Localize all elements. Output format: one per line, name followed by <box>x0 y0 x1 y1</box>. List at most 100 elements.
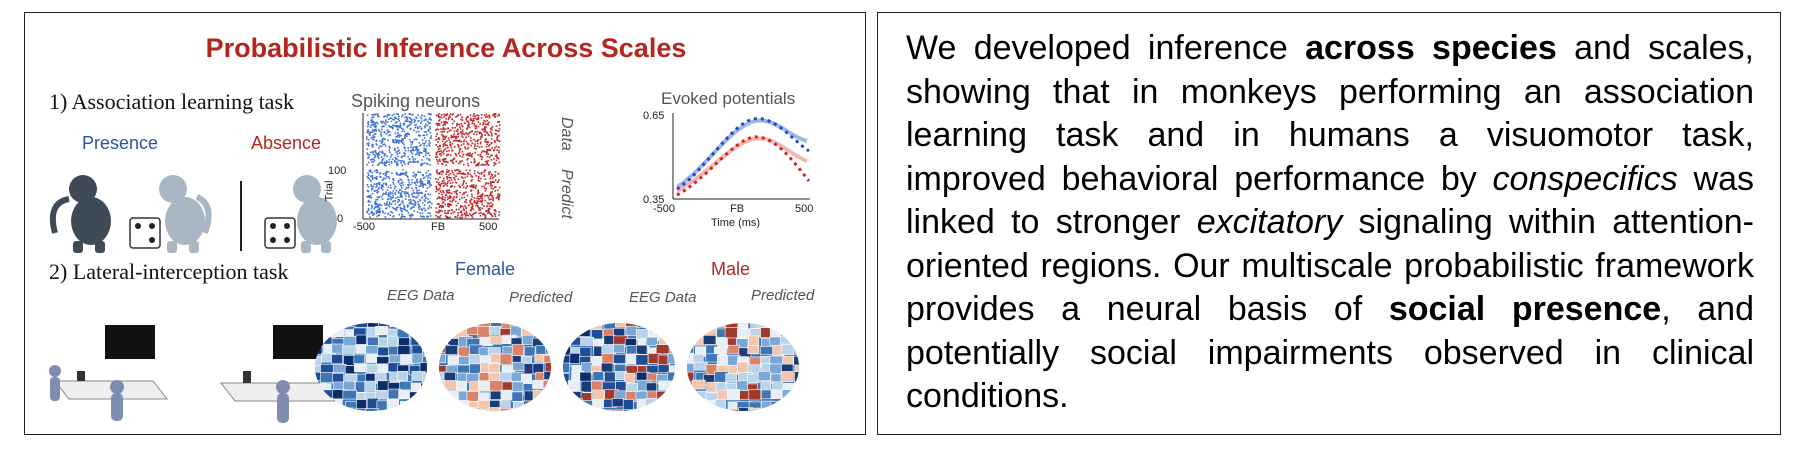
raster-spike <box>496 138 498 140</box>
raster-spike <box>496 195 499 197</box>
raster-spike <box>415 149 417 151</box>
raster-spike <box>486 202 489 204</box>
raster-spike <box>386 114 389 116</box>
raster-spike <box>493 140 496 142</box>
raster-spike <box>488 149 490 151</box>
raster-spike <box>488 202 490 205</box>
raster-spike <box>386 161 388 163</box>
raster-spike <box>382 178 384 181</box>
raster-spike <box>398 152 401 154</box>
raster-spike <box>378 152 380 154</box>
brain-parcel <box>439 326 450 337</box>
raster-spike <box>373 138 375 141</box>
raster-spike <box>415 161 417 163</box>
raster-spike <box>408 194 410 196</box>
brain-parcel <box>713 409 727 411</box>
brain-parcel <box>535 327 549 337</box>
raster-spike <box>413 129 415 132</box>
raster-spike <box>494 215 497 218</box>
brain-parcel <box>563 373 570 383</box>
raster-spike <box>439 183 442 186</box>
raster-spike <box>378 181 380 184</box>
raster-spike <box>410 208 412 210</box>
raster-spike <box>417 171 420 173</box>
raster-spike <box>475 175 477 177</box>
raster-spike <box>411 149 414 151</box>
raster-spike <box>448 179 451 182</box>
raster-spike <box>455 154 458 156</box>
raster-spike <box>394 193 397 195</box>
raster-spike <box>393 183 395 185</box>
raster-spike <box>389 214 391 216</box>
raster-spike <box>378 214 381 216</box>
brain-parcel <box>645 382 657 393</box>
raster-spike <box>398 125 400 127</box>
raster-spike <box>445 120 447 123</box>
raster-spike <box>410 202 413 205</box>
raster-spike <box>458 208 460 211</box>
brain-parcel <box>355 334 367 345</box>
raster-spike <box>387 175 390 178</box>
raster-spike <box>420 144 422 146</box>
raster-spike <box>411 179 413 181</box>
raster-spike <box>464 176 466 179</box>
raster-spike <box>495 125 498 127</box>
brain-parcel <box>420 382 427 395</box>
brain-parcel <box>727 344 740 354</box>
raster-spike <box>378 183 381 186</box>
raster-spike <box>377 153 379 155</box>
raster-spike <box>369 126 372 128</box>
raster-spike <box>426 152 429 155</box>
raster-spike <box>389 151 391 154</box>
raster-spike <box>375 186 377 188</box>
raster-spike <box>408 184 410 187</box>
monkeys-illustration <box>49 175 337 253</box>
raster-spike <box>396 164 398 167</box>
raster-spike <box>446 191 448 193</box>
raster-spike <box>373 208 376 210</box>
brain-parcel <box>353 354 365 364</box>
raster-spike <box>445 144 447 146</box>
raster-spike <box>491 214 493 217</box>
raster-spike <box>440 121 443 124</box>
raster-spike <box>421 208 423 211</box>
raster-spike <box>470 119 472 121</box>
raster-spike <box>471 193 473 196</box>
raster-spike <box>379 161 381 164</box>
raster-spike <box>397 118 400 120</box>
raster-spike <box>469 131 471 134</box>
raster-spike <box>404 113 406 115</box>
raster-spike <box>491 185 493 187</box>
raster-spike <box>497 130 499 132</box>
raster-spike <box>417 149 419 152</box>
brain-parcel <box>656 323 671 327</box>
raster-spike <box>388 149 390 152</box>
raster-spike <box>448 209 451 212</box>
raster-spike <box>443 198 445 201</box>
brain-parcel <box>355 408 366 411</box>
raster-spike <box>440 128 442 130</box>
raster-spike <box>375 171 378 174</box>
raster-spike <box>390 161 393 163</box>
raster-spike <box>406 126 409 128</box>
raster-spike <box>495 179 497 182</box>
raster-spike <box>430 135 432 137</box>
raster-spike <box>397 150 399 152</box>
raster-spike <box>405 172 408 175</box>
raster-spike <box>466 148 469 150</box>
raster-spike <box>385 123 387 126</box>
raster-spike <box>369 196 371 199</box>
raster-spike <box>411 142 414 144</box>
evoked-ytick-bottom: 0.35 <box>643 194 665 206</box>
raster-spike <box>444 147 447 150</box>
raster-spike <box>484 129 486 132</box>
raster-spike <box>371 212 373 214</box>
brain-parcel <box>532 389 545 401</box>
raster-spike <box>382 138 384 140</box>
raster-spike <box>381 188 384 191</box>
raster-spike <box>367 121 370 123</box>
raster-spike <box>464 122 466 125</box>
raster-spike <box>493 212 496 215</box>
raster-spike <box>488 144 491 146</box>
raster-spike <box>390 153 393 156</box>
